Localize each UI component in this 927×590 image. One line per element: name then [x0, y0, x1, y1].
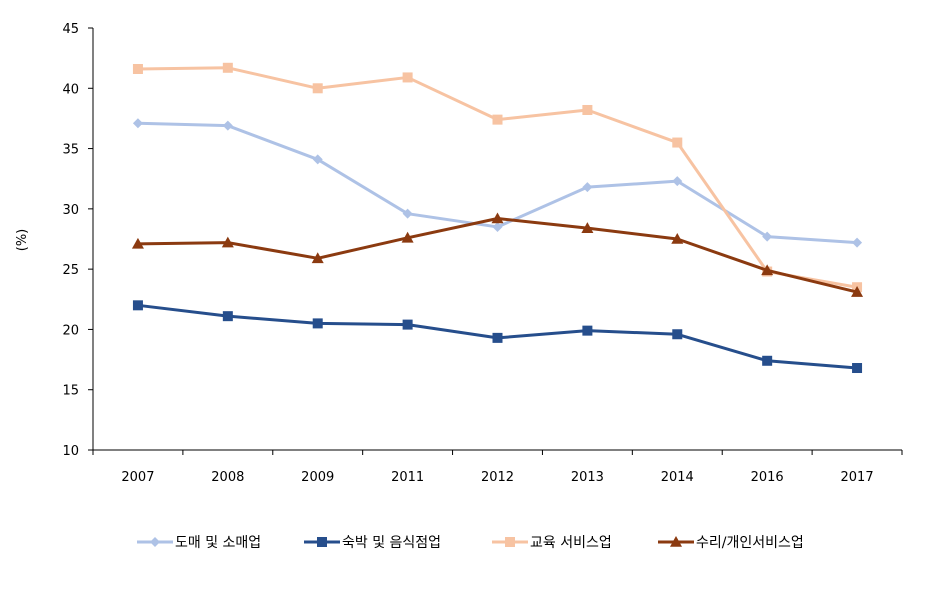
x-tick-label: 2012 [481, 470, 514, 485]
legend-label: 수리/개인서비스업 [696, 535, 804, 551]
data-point [492, 221, 503, 232]
x-tick-label: 2017 [841, 470, 874, 485]
data-point [222, 311, 233, 322]
data-point [582, 182, 593, 193]
legend-label: 숙박 및 음식점업 [342, 535, 441, 551]
data-point [672, 329, 683, 340]
data-point [132, 300, 143, 311]
data-point [492, 114, 503, 125]
data-point [312, 318, 323, 329]
series-line [137, 66, 858, 289]
y-axis-label: (%) [15, 229, 30, 252]
data-point [312, 154, 323, 165]
data-point [132, 63, 143, 74]
data-point [132, 118, 143, 129]
legend-swatch-marker [317, 537, 327, 547]
data-point [402, 72, 413, 83]
legend-label: 교육 서비스업 [530, 535, 612, 551]
series-1 [132, 118, 863, 248]
x-tick-label: 2016 [751, 470, 784, 485]
series-4 [131, 212, 864, 297]
data-point [131, 237, 144, 249]
data-point [761, 264, 774, 276]
y-tick-label: 35 [62, 143, 79, 158]
data-point [222, 62, 233, 73]
data-point [221, 236, 234, 248]
series-3 [132, 62, 863, 293]
data-point [402, 208, 413, 219]
data-point [492, 332, 503, 343]
legend-swatch-marker [150, 537, 160, 547]
data-point [491, 212, 504, 224]
y-tick-label: 40 [62, 82, 79, 97]
data-point [311, 252, 324, 264]
x-tick-label: 2014 [661, 470, 694, 485]
data-point [762, 231, 773, 242]
legend-item: 교육 서비스업 [492, 535, 612, 551]
legend-item: 도매 및 소매업 [137, 535, 261, 551]
data-point [582, 325, 593, 336]
data-point [222, 120, 233, 131]
data-point [762, 355, 773, 366]
data-point [402, 319, 413, 330]
data-point [852, 237, 863, 248]
y-tick-label: 30 [62, 203, 79, 218]
y-tick-label: 45 [62, 22, 79, 37]
data-point [672, 176, 683, 187]
legend-swatch-marker [505, 537, 515, 547]
y-tick-label: 25 [62, 263, 79, 278]
data-point [582, 104, 593, 115]
y-tick-label: 20 [62, 323, 79, 338]
y-tick-label: 15 [62, 384, 79, 399]
x-tick-label: 2007 [121, 470, 154, 485]
x-tick-label: 2009 [301, 470, 334, 485]
series-2 [132, 300, 863, 374]
x-tick-label: 2008 [211, 470, 244, 485]
data-point [851, 286, 864, 297]
data-point [312, 83, 323, 94]
data-point [671, 233, 684, 244]
legend-item: 수리/개인서비스업 [658, 535, 804, 551]
data-point [401, 231, 414, 243]
data-point [852, 363, 863, 374]
x-tick-label: 2013 [571, 470, 604, 485]
data-point [581, 222, 594, 233]
legend-item: 숙박 및 음식점업 [304, 535, 441, 551]
y-tick-label: 10 [62, 444, 79, 459]
x-tick-label: 2011 [391, 470, 424, 485]
data-point [672, 137, 683, 148]
legend-swatch-marker [670, 536, 682, 547]
legend-label: 도매 및 소매업 [175, 535, 261, 551]
